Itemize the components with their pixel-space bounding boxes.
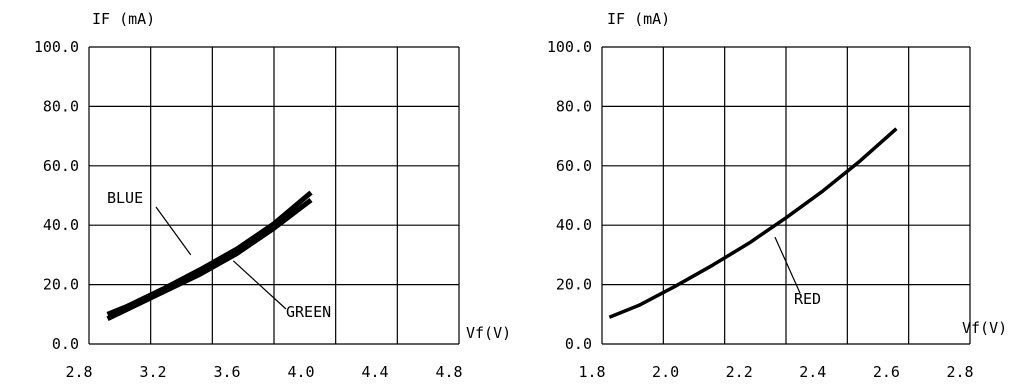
series-label-blue: BLUE [107,189,143,207]
x-tick-label: 2.6 [873,363,900,381]
x-tick-label: 3.2 [139,363,166,381]
x-tick-label: 2.0 [652,363,679,381]
y-tick-label: 60.0 [43,157,79,175]
y-tick-label: 40.0 [556,216,592,234]
y-tick-label: 100.0 [547,38,592,56]
x-tick-label: 2.8 [65,363,92,381]
series-line-blue [106,190,313,317]
x-tick-label: 3.6 [213,363,240,381]
x-axis-label: Vf(V) [466,324,511,342]
y-axis-label: IF (mA) [92,10,155,28]
y-axis-label: IF (mA) [607,10,670,28]
y-tick-label: 100.0 [34,38,79,56]
chart-panel-1: 0.0 20.0 40.0 60.0 80.0 100.0 2.8 3.2 3.6 4.0 4.4 4… [34,10,511,381]
x-tick-label: 4.8 [435,363,462,381]
y-tick-label: 0.0 [565,335,592,353]
leader-line-red [774,236,801,294]
x-tick-label: 2.2 [726,363,753,381]
x-tick-label: 1.8 [578,363,605,381]
x-tick-label: 2.8 [946,363,973,381]
leader-line-blue [155,206,192,256]
leader-line-green [232,260,287,310]
x-tick-label: 4.4 [361,363,388,381]
series-line-red [608,127,898,319]
y-tick-label: 0.0 [52,335,79,353]
x-axis-label: Vf(V) [962,319,1007,337]
y-tick-label: 20.0 [43,276,79,294]
series-line-green [106,197,313,322]
x-tick-label: 4.0 [287,363,314,381]
y-tick-label: 20.0 [556,276,592,294]
y-tick-label: 60.0 [556,157,592,175]
y-tick-label: 80.0 [43,97,79,115]
y-tick-label: 80.0 [556,97,592,115]
series-label-green: GREEN [286,303,331,321]
y-tick-label: 40.0 [43,216,79,234]
series-label-red: RED [794,290,821,308]
x-tick-label: 2.4 [799,363,826,381]
chart-panel-2: 0.0 20.0 40.0 60.0 80.0 100.0 1.8 2.0 2.2 2.4 2.6 2… [547,10,1007,381]
